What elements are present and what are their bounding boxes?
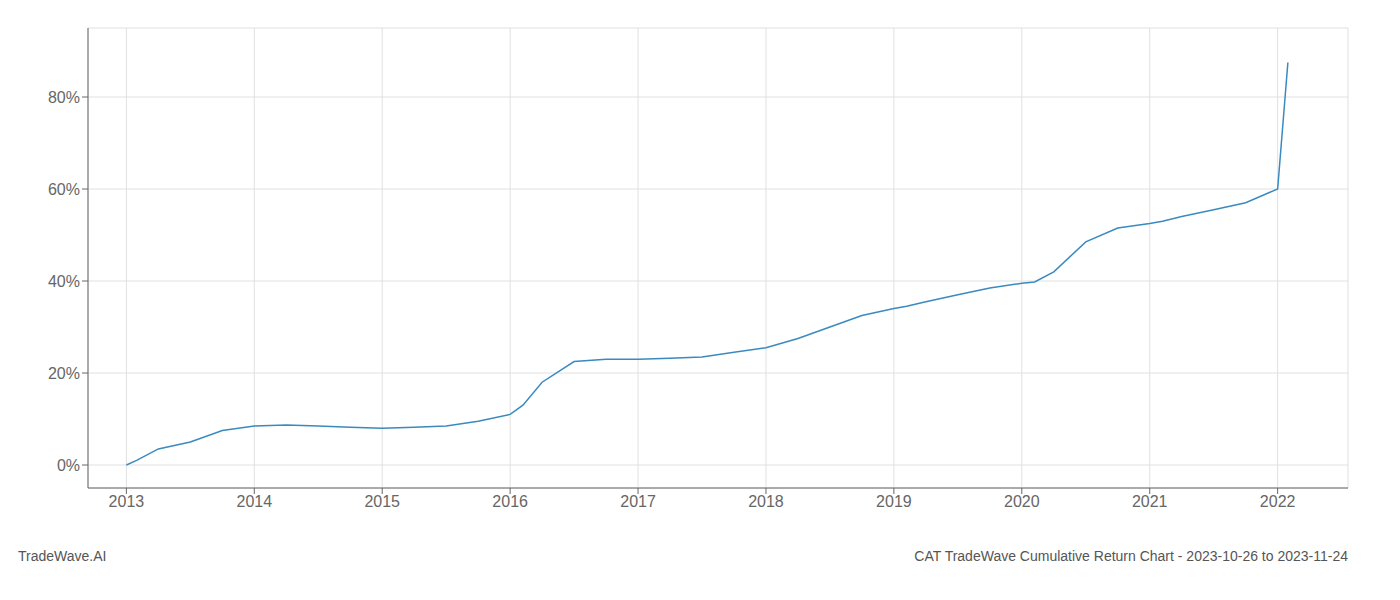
svg-text:60%: 60% [48,181,80,198]
svg-text:2019: 2019 [876,493,912,510]
svg-text:0%: 0% [57,457,80,474]
svg-text:2016: 2016 [492,493,528,510]
svg-text:2021: 2021 [1132,493,1168,510]
svg-text:2017: 2017 [620,493,656,510]
svg-text:2018: 2018 [748,493,784,510]
svg-text:80%: 80% [48,89,80,106]
svg-text:2013: 2013 [109,493,145,510]
html-text:CAT TradeWave Cumulative Retur: CAT TradeWave Cumulative Return Chart - … [914,548,1348,564]
svg-text:2015: 2015 [364,493,400,510]
html-text:TradeWave.AI: TradeWave.AI [18,548,107,564]
svg-text:2014: 2014 [236,493,272,510]
svg-text:2020: 2020 [1004,493,1040,510]
svg-text:20%: 20% [48,365,80,382]
svg-text:40%: 40% [48,273,80,290]
svg-text:2022: 2022 [1260,493,1296,510]
